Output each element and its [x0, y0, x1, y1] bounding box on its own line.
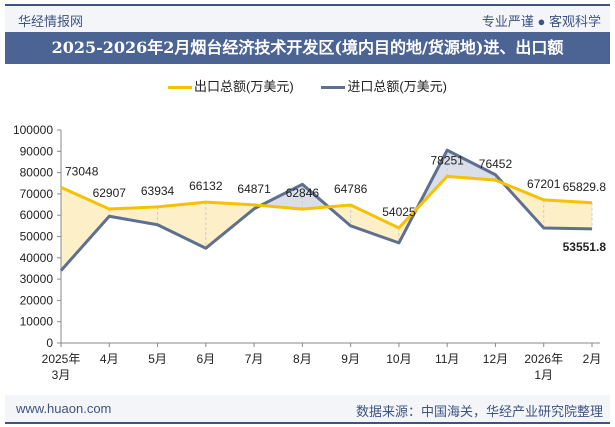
- data-label-export: 64786: [334, 182, 368, 196]
- chart-title: 2025-2026年2月烟台经济技术开发区(境内目的地/货源地)进、出口额: [5, 32, 610, 64]
- y-tick-label: 100000: [13, 123, 53, 137]
- data-label-export: 65829.8: [563, 180, 607, 194]
- legend-import: 进口总额(万美元): [321, 79, 447, 94]
- data-label-export: 73048: [65, 164, 99, 178]
- area-fill: [61, 187, 110, 271]
- x-tick-label: 7月: [245, 352, 264, 366]
- top-rule: [5, 4, 610, 6]
- series-export-line: [60, 174, 593, 230]
- x-tick-label: 4月: [100, 352, 119, 366]
- y-tick-label: 10000: [20, 315, 54, 329]
- legend-export: 出口总额(万美元): [168, 79, 294, 94]
- data-label-import: 53551.8: [563, 240, 607, 254]
- area-fill: [543, 199, 592, 229]
- legend-label: 出口总额(万美元): [194, 79, 294, 94]
- y-tick-label: 70000: [20, 187, 54, 201]
- legend-label: 进口总额(万美元): [347, 79, 447, 94]
- legend-swatch: [321, 86, 346, 90]
- x-tick-label: 5月: [148, 352, 167, 366]
- data-label-export: 54025: [382, 205, 416, 219]
- x-tick-label: 6月: [196, 352, 215, 366]
- x-tick-label: 3月: [52, 368, 71, 382]
- y-tick-label: 20000: [20, 293, 54, 307]
- brand-name: 华经情报网: [18, 14, 84, 29]
- y-tick-label: 50000: [20, 230, 54, 244]
- area-fill: [350, 205, 399, 243]
- header-bar: [5, 6, 610, 32]
- y-tick-label: 0: [46, 336, 53, 350]
- x-tick-label: 12月: [483, 352, 508, 366]
- data-label-export: 63934: [141, 184, 175, 198]
- x-tick-label: 8月: [293, 352, 312, 366]
- data-label-export: 62907: [93, 186, 127, 200]
- data-label-export: 66132: [189, 179, 223, 193]
- area-fill: [157, 202, 206, 249]
- data-label-export: 76452: [479, 157, 513, 171]
- data-label-export: 67201: [527, 177, 561, 191]
- y-tick-label: 60000: [20, 208, 54, 222]
- x-tick-label: 2025年: [42, 352, 81, 366]
- data-label-export: 64871: [237, 182, 271, 196]
- x-tick-label: 10月: [386, 352, 411, 366]
- x-tick-label: 2026年: [524, 352, 563, 366]
- legend-swatch: [168, 86, 193, 90]
- bottom-rule: [5, 422, 610, 424]
- x-tick-label: 2月: [583, 352, 602, 366]
- data-label-export: 62846: [286, 186, 320, 200]
- y-tick-label: 90000: [20, 144, 54, 158]
- data-label-export: 78251: [430, 153, 464, 167]
- x-tick-label: 9月: [341, 352, 360, 366]
- y-tick-label: 40000: [20, 251, 54, 265]
- y-tick-label: 30000: [20, 272, 54, 286]
- data-source: 数据来源：中国海关，华经产业研究院整理: [355, 404, 603, 419]
- y-tick-label: 80000: [20, 166, 54, 180]
- area-fill: [109, 206, 158, 225]
- x-tick-label: 1月: [534, 368, 553, 382]
- site-url[interactable]: www.huaon.com: [16, 401, 112, 416]
- legend: 出口总额(万美元) 进口总额(万美元): [0, 76, 615, 95]
- slogan: 专业严谨 ● 客观科学: [481, 14, 601, 29]
- footer-bar: [5, 395, 610, 423]
- x-tick-label: 11月: [435, 352, 459, 366]
